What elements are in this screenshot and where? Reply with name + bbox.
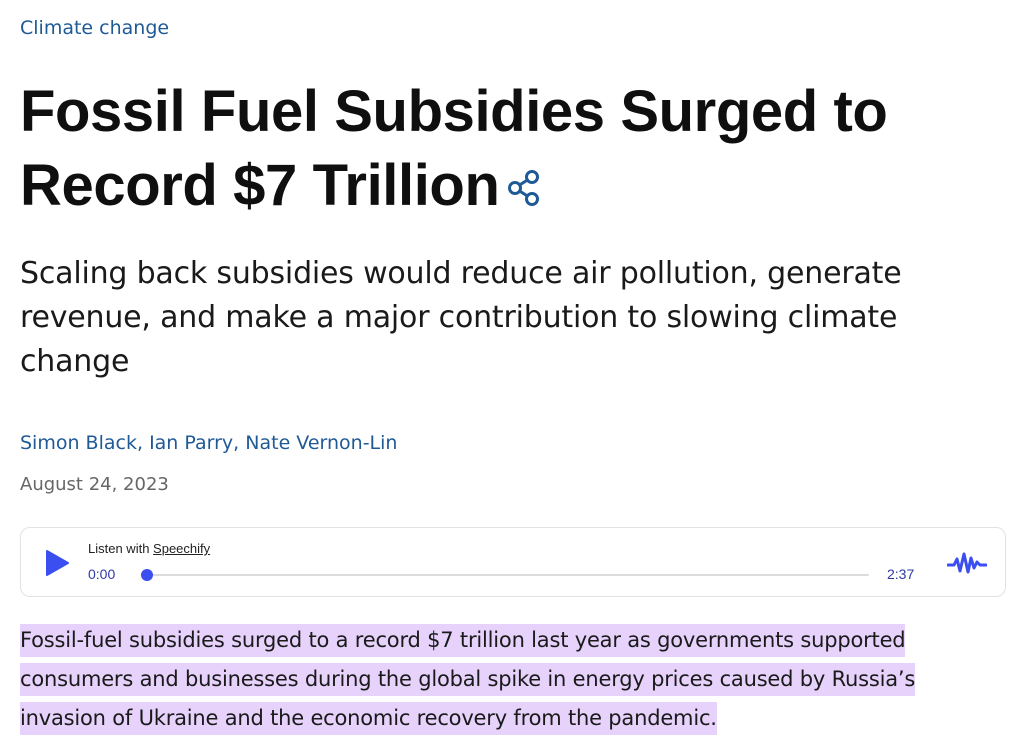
author-link[interactable]: Nate Vernon-Lin: [245, 432, 398, 454]
time-current: 0:00: [88, 566, 116, 582]
author-link[interactable]: Simon Black: [20, 432, 137, 454]
author-list: Simon Black, Ian Parry, Nate Vernon-Lin: [20, 432, 397, 454]
time-total: 2:37: [887, 566, 915, 582]
category-link[interactable]: Climate change: [20, 17, 170, 39]
progress-thumb[interactable]: [141, 569, 153, 581]
author-separator: ,: [136, 432, 150, 454]
headline-line-2: Record $7 Trillion: [20, 153, 500, 218]
highlighted-text: Fossil-fuel subsidies surged to a record…: [20, 624, 915, 735]
play-icon[interactable]: [43, 548, 71, 578]
share-icon[interactable]: [506, 151, 542, 206]
listen-label: Listen with Speechify: [88, 541, 210, 556]
lead-paragraph: Fossil-fuel subsidies surged to a record…: [20, 621, 995, 738]
author-separator: ,: [233, 432, 246, 454]
audio-player: Listen with Speechify 0:00 2:37: [20, 527, 1006, 597]
headline-line-1: Fossil Fuel Subsidies Surged to: [20, 79, 888, 144]
page-title: Fossil Fuel Subsidies Surged to Record $…: [20, 75, 980, 223]
author-link[interactable]: Ian Parry: [149, 432, 234, 454]
speechify-link[interactable]: Speechify: [153, 541, 211, 556]
speechify-wave-icon[interactable]: [946, 550, 988, 576]
progress-track[interactable]: [147, 574, 869, 576]
publish-date: August 24, 2023: [20, 474, 169, 495]
listen-prefix: Listen with: [88, 541, 154, 556]
article-subtitle: Scaling back subsidies would reduce air …: [20, 256, 902, 379]
